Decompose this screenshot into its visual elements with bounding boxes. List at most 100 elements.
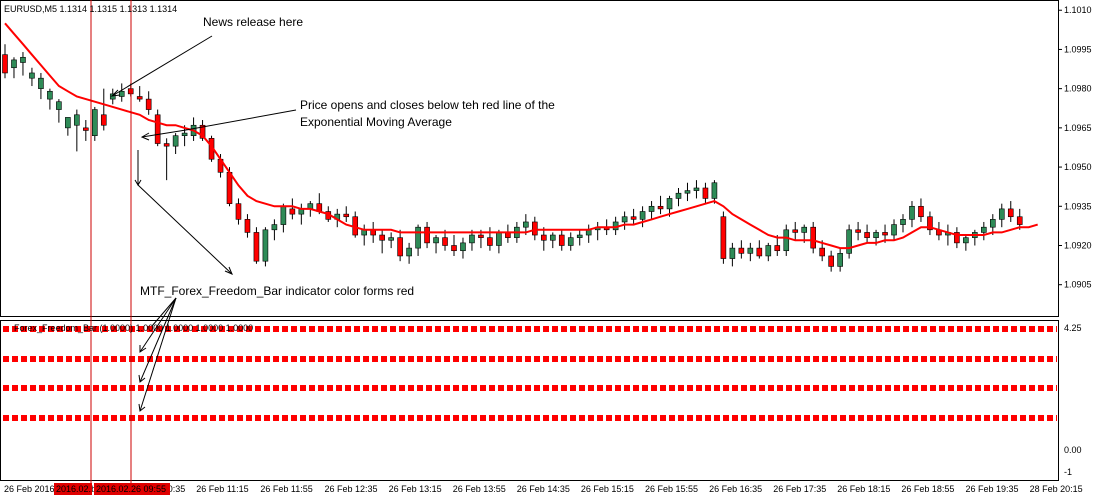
candle: [235, 198, 242, 225]
candle: [702, 182, 709, 204]
candle: [846, 224, 852, 259]
x-tick-label: 26 Feb 2016: [4, 484, 55, 494]
candle: [909, 201, 915, 228]
indicator-axis[interactable]: 4.25 0.00 -1: [1064, 323, 1082, 477]
candle: [83, 120, 89, 141]
candle: [729, 242, 736, 267]
candle: [900, 214, 906, 233]
ind-tick-bottom: -1: [1064, 467, 1072, 477]
candle: [963, 235, 969, 251]
candle: [154, 109, 161, 147]
candle: [630, 208, 637, 225]
y-tick-label: 1.0980: [1064, 84, 1092, 94]
candle: [783, 224, 790, 256]
candle: [451, 235, 457, 256]
candle: [38, 72, 44, 100]
candle: [172, 133, 179, 154]
candle: [253, 227, 260, 264]
x-tick-label: 26 Feb 16:35: [709, 484, 762, 494]
candle: [738, 240, 745, 259]
candle: [855, 221, 861, 241]
vline-tag-2: 2016.02.26 09:55: [96, 484, 166, 494]
candle: [567, 232, 574, 251]
candle: [810, 221, 817, 254]
candles: [2, 44, 1023, 272]
candle: [684, 182, 691, 202]
candle: [163, 138, 170, 181]
candle: [711, 180, 718, 204]
candle: [720, 211, 727, 264]
candle: [639, 206, 646, 228]
candle: [11, 57, 17, 79]
x-tick-label: 28 Feb 20:15: [1030, 484, 1083, 494]
candle: [621, 211, 628, 230]
candle: [2, 44, 8, 79]
y-tick-label: 1.0920: [1064, 240, 1092, 250]
candle: [657, 195, 664, 215]
indicator-bars: [3, 326, 1057, 421]
price-axis[interactable]: 1.1010 1.0995 1.0980 1.0965 1.0950 1.0935 1.09…: [1058, 5, 1092, 290]
x-tick-label: 26 Feb 13:55: [453, 484, 506, 494]
vline-tags: 2016.02. 2016.02.26 09:55: [54, 483, 170, 495]
indicator-header: Forex_Freedom_Bar (1.0000) 1.0000 1.0000…: [14, 323, 253, 333]
candle: [558, 229, 565, 251]
candle: [918, 198, 924, 222]
y-tick-label: 1.0935: [1064, 201, 1092, 211]
candle: [792, 221, 799, 241]
candle: [433, 235, 439, 254]
annotation-price-line1: Price opens and closes below teh red lin…: [300, 98, 555, 112]
indicator-frame: [0, 320, 1059, 481]
candle: [675, 187, 682, 207]
ema-line: [4, 22, 1038, 250]
x-tick-label: 26 Feb 11:15: [196, 484, 248, 494]
vline-tag-1: 2016.02.: [56, 484, 91, 494]
x-tick-label: 26 Feb 12:35: [325, 484, 378, 494]
x-tick-label: 26 Feb 14:35: [517, 484, 570, 494]
candle: [693, 180, 700, 199]
candle: [92, 106, 98, 141]
candle: [765, 242, 772, 262]
x-tick-label: 26 Feb 18:55: [901, 484, 954, 494]
candle: [406, 242, 412, 264]
candle: [244, 214, 251, 238]
candle: [424, 221, 430, 249]
candle: [998, 203, 1005, 228]
y-tick-label: 1.0965: [1064, 123, 1092, 133]
candle: [837, 248, 843, 272]
y-tick-label: 1.0950: [1064, 162, 1092, 172]
candle: [262, 227, 269, 267]
candle: [460, 237, 466, 259]
candle: [65, 117, 71, 136]
candle: [343, 206, 350, 222]
candle: [756, 240, 763, 259]
candle: [29, 67, 35, 87]
y-tick-label: 1.0905: [1064, 280, 1092, 290]
x-tick-label: 26 Feb 15:55: [645, 484, 698, 494]
candle: [379, 229, 385, 254]
candle: [648, 201, 655, 220]
candle: [981, 221, 987, 241]
candle: [109, 88, 116, 105]
candle: [540, 227, 547, 251]
candle: [47, 88, 53, 110]
candle: [20, 52, 26, 76]
candle: [1007, 201, 1014, 222]
candle: [576, 229, 583, 246]
symbol-header: EURUSD,M5 1.1314 1.1315 1.1313 1.1314: [4, 4, 177, 14]
candle: [145, 91, 152, 115]
candle: [199, 120, 206, 141]
candle: [954, 227, 960, 249]
annotation-price-line2: Exponential Moving Average: [300, 115, 452, 129]
candle: [891, 219, 897, 241]
ind-tick-zero: 0.00: [1064, 445, 1082, 455]
candle: [927, 211, 933, 236]
candle: [289, 198, 296, 220]
candle: [271, 219, 278, 241]
y-tick-label: 1.1010: [1064, 5, 1092, 15]
candle: [487, 227, 493, 251]
annotation-arrows: [110, 35, 297, 412]
candle: [74, 109, 80, 152]
candle: [532, 216, 538, 241]
main-chart-frame: [0, 0, 1059, 317]
